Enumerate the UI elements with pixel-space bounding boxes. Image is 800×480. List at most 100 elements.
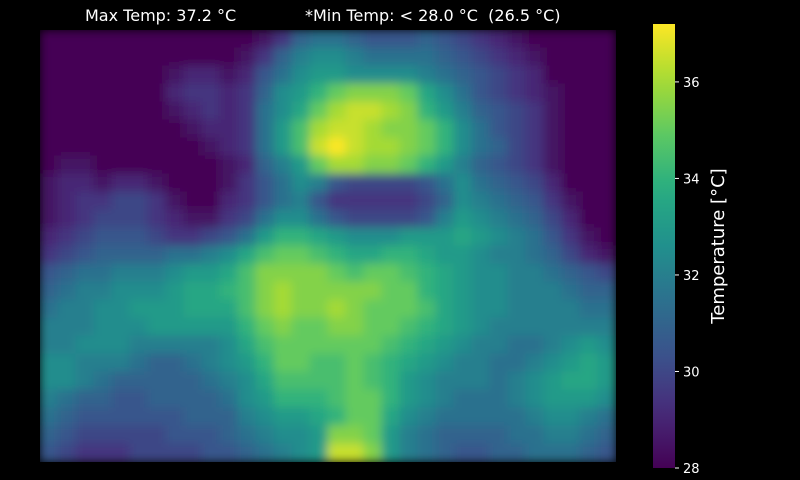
heatmap-cell: [309, 227, 329, 247]
heatmap-cell: [40, 281, 59, 301]
heatmap-cell: [327, 335, 347, 355]
heatmap-cell: [147, 443, 167, 462]
heatmap-cell: [165, 227, 185, 247]
heatmap-cell: [273, 335, 293, 355]
heatmap-cell: [417, 101, 437, 121]
heatmap-cell: [57, 173, 77, 193]
heatmap-cell: [543, 317, 563, 337]
heatmap-cell: [219, 227, 239, 247]
heatmap-cell: [543, 47, 563, 67]
heatmap-cell: [165, 263, 185, 283]
heatmap-cell: [219, 47, 239, 67]
heatmap-cell: [597, 227, 616, 247]
heatmap-cell: [543, 30, 563, 49]
heatmap-cell: [129, 263, 149, 283]
heatmap-cell: [507, 101, 527, 121]
heatmap-cell: [129, 443, 149, 462]
heatmap-cell: [507, 263, 527, 283]
heatmap-cell: [435, 47, 455, 67]
heatmap-cell: [291, 299, 311, 319]
heatmap-cell: [381, 281, 401, 301]
heatmap-cell: [399, 335, 419, 355]
heatmap-cell: [435, 281, 455, 301]
heatmap-cell: [129, 407, 149, 427]
heatmap-cell: [183, 353, 203, 373]
heatmap-cell: [471, 407, 491, 427]
heatmap-cell: [579, 209, 599, 229]
heatmap-cell: [525, 101, 545, 121]
heatmap-cell: [40, 191, 59, 211]
heatmap-cell: [219, 389, 239, 409]
heatmap-cell: [363, 209, 383, 229]
heatmap-cell: [183, 65, 203, 85]
heatmap-cell: [399, 137, 419, 157]
heatmap-cell: [525, 317, 545, 337]
heatmap-cell: [597, 245, 616, 265]
heatmap-cell: [363, 245, 383, 265]
heatmap-cell: [219, 209, 239, 229]
heatmap-cell: [471, 173, 491, 193]
heatmap-cell: [111, 173, 131, 193]
heatmap-cell: [165, 317, 185, 337]
heatmap-cell: [543, 155, 563, 175]
heatmap-cell: [507, 371, 527, 391]
heatmap-cell: [579, 30, 599, 49]
heatmap-cell: [201, 353, 221, 373]
heatmap-cell: [201, 335, 221, 355]
heatmap-cell: [40, 443, 59, 462]
heatmap-cell: [93, 83, 113, 103]
heatmap-cell: [40, 227, 59, 247]
heatmap-cell: [543, 281, 563, 301]
heatmap-cell: [579, 137, 599, 157]
heatmap-cell: [237, 389, 257, 409]
heatmap-cell: [381, 425, 401, 445]
heatmap-cell: [183, 119, 203, 139]
heatmap-cell: [219, 317, 239, 337]
heatmap-cell: [327, 83, 347, 103]
heatmap-cell: [471, 281, 491, 301]
heatmap-cell: [417, 191, 437, 211]
heatmap-cell: [129, 227, 149, 247]
heatmap-cell: [75, 371, 95, 391]
heatmap-cell: [291, 263, 311, 283]
heatmap-cell: [399, 371, 419, 391]
heatmap-cell: [255, 173, 275, 193]
heatmap-cell: [93, 137, 113, 157]
heatmap-cell: [435, 335, 455, 355]
heatmap-cell: [255, 317, 275, 337]
heatmap-cell: [273, 263, 293, 283]
heatmap-cell: [147, 371, 167, 391]
heatmap-cell: [579, 281, 599, 301]
heatmap-cell: [489, 281, 509, 301]
heatmap-cell: [471, 101, 491, 121]
heatmap-cell: [165, 191, 185, 211]
heatmap-cell: [579, 263, 599, 283]
heatmap-cell: [597, 353, 616, 373]
heatmap-cell: [417, 443, 437, 462]
heatmap-cell: [237, 173, 257, 193]
heatmap-cell: [507, 227, 527, 247]
heatmap-cell: [165, 389, 185, 409]
heatmap-cell: [111, 30, 131, 49]
heatmap-cell: [489, 101, 509, 121]
heatmap-cell: [111, 65, 131, 85]
heatmap-cell: [40, 425, 59, 445]
heatmap-cell: [363, 83, 383, 103]
heatmap-cell: [417, 299, 437, 319]
heatmap-cell: [381, 83, 401, 103]
heatmap-cell: [57, 30, 77, 49]
heatmap-cell: [255, 299, 275, 319]
heatmap-cell: [165, 65, 185, 85]
heatmap-cell: [93, 317, 113, 337]
heatmap-cell: [453, 47, 473, 67]
heatmap-cell: [219, 425, 239, 445]
heatmap-cell: [111, 191, 131, 211]
heatmap-cell: [237, 425, 257, 445]
heatmap-cell: [363, 30, 383, 49]
heatmap-cell: [507, 353, 527, 373]
heatmap-cell: [363, 191, 383, 211]
heatmap-cell: [435, 299, 455, 319]
heatmap-cell: [435, 227, 455, 247]
heatmap-cell: [597, 281, 616, 301]
heatmap-cell: [183, 443, 203, 462]
